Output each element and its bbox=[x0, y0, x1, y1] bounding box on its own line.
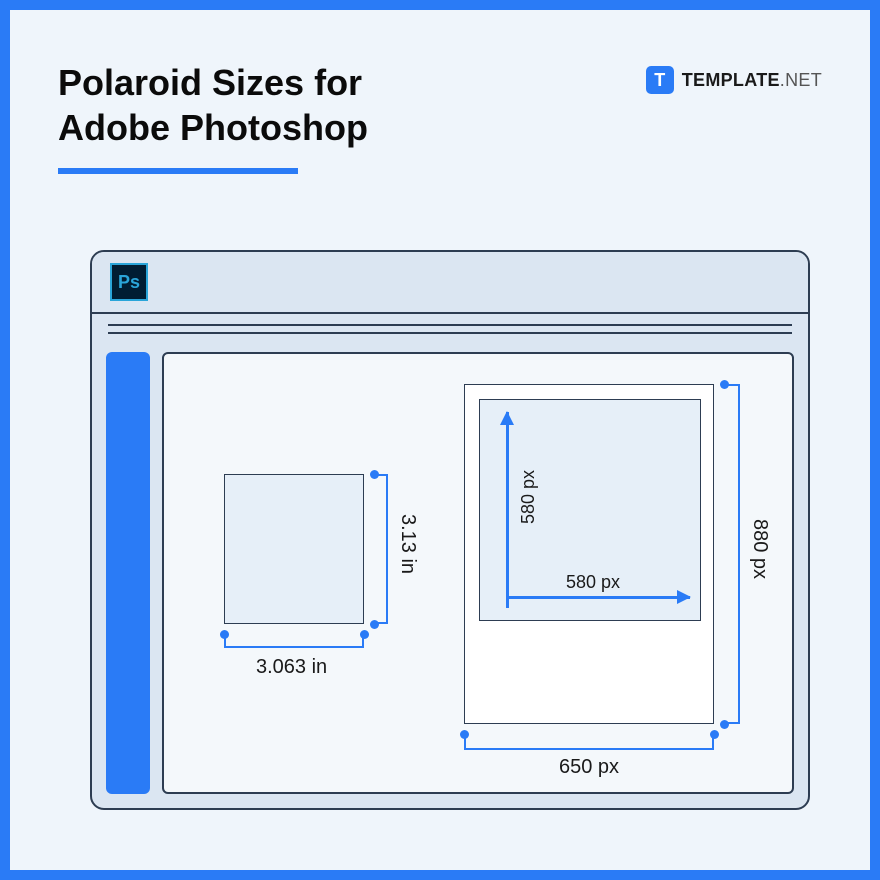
outer-frame: Polaroid Sizes for Adobe Photoshop T TEM… bbox=[0, 0, 880, 880]
window-divider-1 bbox=[108, 324, 792, 326]
brand-badge-letter: T bbox=[654, 70, 665, 91]
header-row: Polaroid Sizes for Adobe Photoshop T TEM… bbox=[58, 60, 822, 174]
large-polaroid-photo-area: 580 px 580 px bbox=[479, 399, 701, 621]
title-line1: Polaroid Sizes for bbox=[58, 62, 362, 103]
brand-name: TEMPLATE bbox=[682, 70, 780, 90]
bracket-dot bbox=[370, 470, 379, 479]
bracket-dot bbox=[720, 720, 729, 729]
inner-height-label: 580 px bbox=[518, 470, 539, 524]
small-height-label: 3.13 in bbox=[396, 514, 419, 574]
title-underline bbox=[58, 168, 298, 174]
app-window: Ps 3.13 in 3.063 in bbox=[90, 250, 810, 810]
photoshop-icon: Ps bbox=[110, 263, 148, 301]
large-height-bracket bbox=[724, 384, 740, 724]
title-block: Polaroid Sizes for Adobe Photoshop bbox=[58, 60, 368, 174]
small-width-bracket bbox=[224, 634, 364, 648]
brand-logo: T TEMPLATE.NET bbox=[646, 66, 822, 94]
bracket-dot bbox=[720, 380, 729, 389]
brand-badge-icon: T bbox=[646, 66, 674, 94]
bracket-dot bbox=[360, 630, 369, 639]
canvas-area: 3.13 in 3.063 in 580 px 580 px bbox=[162, 352, 794, 794]
window-body: 3.13 in 3.063 in 580 px 580 px bbox=[106, 352, 794, 794]
large-height-label: 880 px bbox=[748, 519, 771, 579]
small-width-label: 3.063 in bbox=[256, 656, 327, 679]
bracket-dot bbox=[220, 630, 229, 639]
window-titlebar: Ps bbox=[92, 252, 808, 314]
small-height-bracket bbox=[374, 474, 388, 624]
page-title: Polaroid Sizes for Adobe Photoshop bbox=[58, 60, 368, 150]
left-sidebar bbox=[106, 352, 150, 794]
inner-width-label: 580 px bbox=[566, 572, 620, 593]
large-width-label: 650 px bbox=[559, 756, 619, 779]
title-line2: Adobe Photoshop bbox=[58, 107, 368, 148]
bracket-dot bbox=[370, 620, 379, 629]
photoshop-icon-text: Ps bbox=[118, 272, 140, 293]
inner-height-arrow bbox=[506, 412, 509, 608]
bracket-dot bbox=[460, 730, 469, 739]
window-divider-2 bbox=[108, 332, 792, 334]
inner-width-arrow bbox=[506, 596, 690, 599]
brand-suffix: .NET bbox=[780, 70, 822, 90]
bracket-dot bbox=[710, 730, 719, 739]
large-width-bracket bbox=[464, 734, 714, 750]
large-polaroid: 580 px 580 px bbox=[464, 384, 714, 724]
small-polaroid bbox=[224, 474, 364, 624]
brand-text: TEMPLATE.NET bbox=[682, 70, 822, 91]
